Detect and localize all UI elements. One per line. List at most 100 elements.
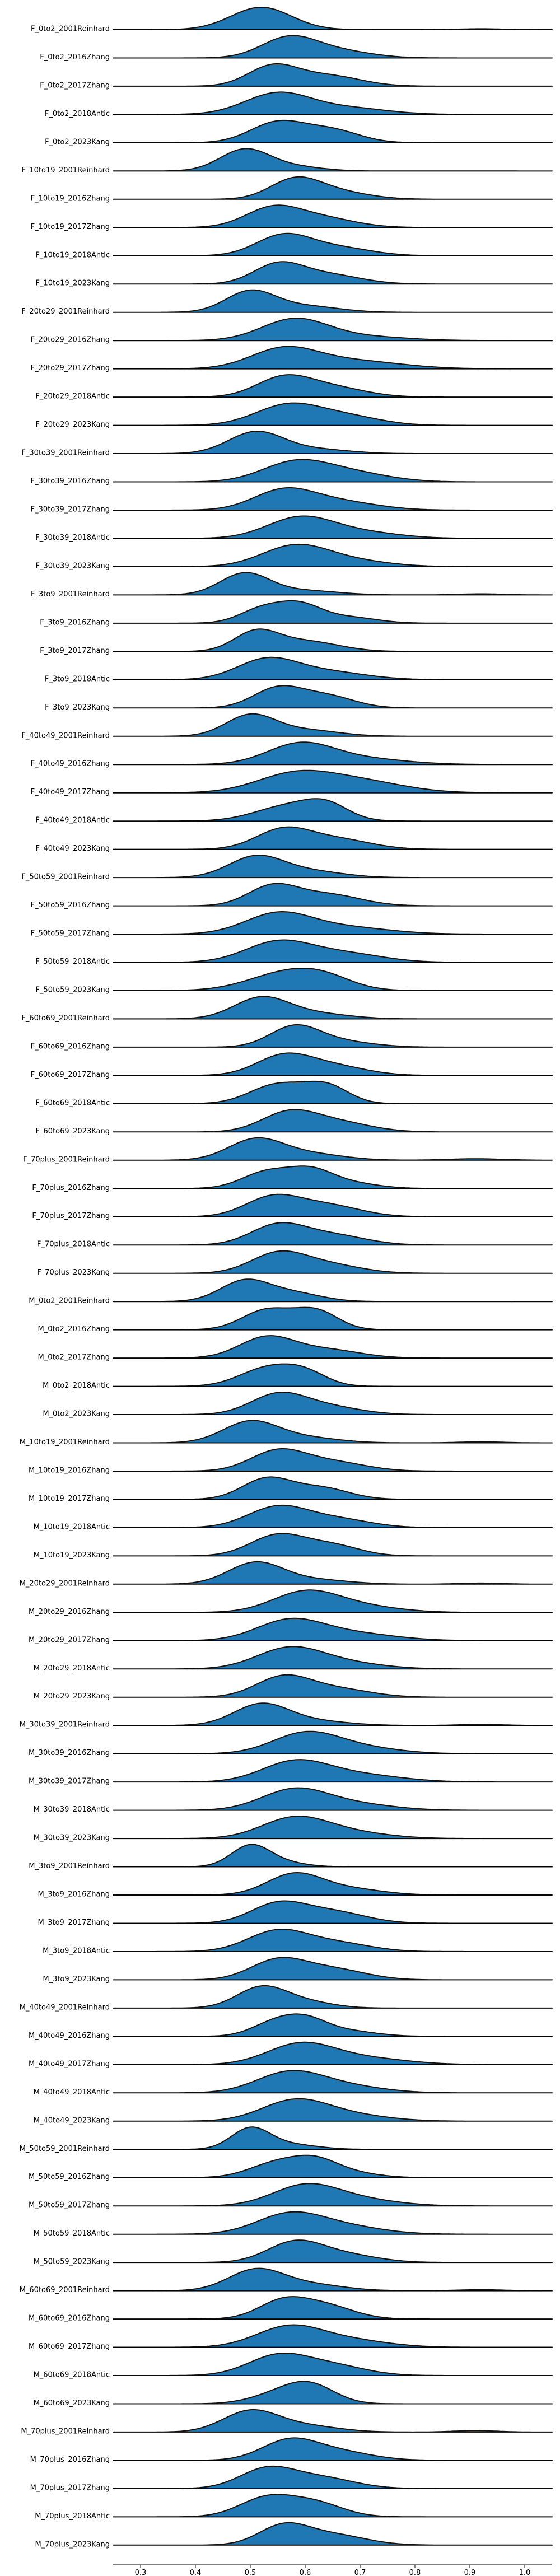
row-label: M_30to39_2016Zhang — [29, 1749, 110, 1757]
ridge-M_70plus_2016Zhang — [113, 2437, 553, 2461]
ridge-F_70plus_2018Antic — [113, 1222, 553, 1246]
ridge-M_50to59_2017Zhang — [113, 2183, 553, 2207]
ridge-F_20to29_2016Zhang — [113, 318, 553, 342]
ridge-M_10to19_2017Zhang — [113, 1476, 553, 1500]
row-label: F_50to59_2001Reinhard — [21, 873, 110, 881]
x-tick-label: 0.9 — [464, 2569, 476, 2576]
row-label: M_40to49_2017Zhang — [29, 2060, 110, 2068]
row-label: M_60to69_2018Antic — [34, 2371, 110, 2379]
ridge-F_3to9_2017Zhang — [113, 628, 553, 652]
ridge-F_0to2_2018Antic — [113, 91, 553, 115]
ridge-M_70plus_2017Zhang — [113, 2465, 553, 2489]
row-label: F_0to2_2017Zhang — [40, 81, 110, 90]
ridge-F_70plus_2023Kang — [113, 1250, 553, 1274]
row-label: M_10to19_2016Zhang — [29, 1466, 110, 1474]
row-label: F_10to19_2023Kang — [36, 279, 110, 288]
ridge-M_20to29_2017Zhang — [113, 1617, 553, 1641]
ridge-M_40to49_2017Zhang — [113, 2041, 553, 2065]
x-tick-label: 1.0 — [519, 2569, 531, 2576]
ridge-M_10to19_2023Kang — [113, 1533, 553, 1557]
row-label: F_60to69_2018Antic — [35, 1099, 110, 1107]
ridge-M_20to29_2023Kang — [113, 1674, 553, 1698]
ridge-M_70plus_2023Kang — [113, 2522, 553, 2546]
ridge-M_3to9_2017Zhang — [113, 1900, 553, 1924]
row-label: M_60to69_2001Reinhard — [20, 2286, 110, 2294]
ridge-F_0to2_2001Reinhard — [113, 7, 553, 30]
x-tick-label: 0.8 — [409, 2569, 421, 2576]
row-label: F_70plus_2023Kang — [37, 1268, 110, 1277]
ridge-F_60to69_2017Zhang — [113, 1052, 553, 1076]
row-label: F_70plus_2017Zhang — [32, 1212, 110, 1220]
row-label: M_20to29_2017Zhang — [29, 1636, 110, 1644]
ridge-F_30to39_2017Zhang — [113, 487, 553, 511]
ridge-F_0to2_2017Zhang — [113, 63, 553, 87]
ridge-F_50to59_2016Zhang — [113, 883, 553, 907]
ridge-M_0to2_2018Antic — [113, 1363, 553, 1387]
ridge-M_60to69_2001Reinhard — [113, 2267, 553, 2292]
row-label: M_40to49_2016Zhang — [29, 2032, 110, 2040]
row-label: M_30to39_2017Zhang — [29, 1777, 110, 1786]
ridge-F_3to9_2001Reinhard — [113, 572, 553, 596]
row-label: F_50to59_2016Zhang — [31, 901, 110, 909]
ridge-F_30to39_2016Zhang — [113, 459, 553, 483]
ridge-F_50to59_2001Reinhard — [113, 855, 553, 879]
ridge-F_3to9_2018Antic — [113, 656, 553, 680]
row-label: M_70plus_2017Zhang — [30, 2484, 110, 2492]
row-label: F_3to9_2016Zhang — [40, 618, 110, 627]
row-label: F_20to29_2018Antic — [35, 393, 110, 401]
row-label: F_50to59_2017Zhang — [31, 930, 110, 938]
row-label: F_60to69_2023Kang — [36, 1127, 110, 1136]
row-label: F_10to19_2001Reinhard — [21, 166, 110, 175]
ridge-F_10to19_2016Zhang — [113, 176, 553, 200]
ridge-F_30to39_2001Reinhard — [113, 431, 553, 454]
ridge-F_3to9_2016Zhang — [113, 600, 553, 624]
ridge-M_70plus_2001Reinhard — [113, 2409, 553, 2433]
row-label: M_50to59_2023Kang — [34, 2258, 110, 2266]
row-label: M_0to2_2001Reinhard — [29, 1297, 110, 1305]
row-label: M_70plus_2018Antic — [35, 2512, 110, 2521]
ridge-M_40to49_2016Zhang — [113, 2013, 553, 2037]
row-label: F_40to49_2018Antic — [35, 816, 110, 825]
ridge-F_50to59_2023Kang — [113, 968, 553, 991]
row-label: M_10to19_2001Reinhard — [20, 1438, 110, 1446]
ridge-M_50to59_2023Kang — [113, 2239, 553, 2264]
row-label: M_0to2_2023Kang — [43, 1410, 110, 1418]
row-label: F_30to39_2017Zhang — [31, 505, 110, 514]
ridge-F_50to59_2018Antic — [113, 939, 553, 963]
row-label: F_30to39_2001Reinhard — [21, 449, 110, 458]
ridge-M_20to29_2018Antic — [113, 1646, 553, 1670]
row-label: F_30to39_2016Zhang — [31, 477, 110, 486]
ridge-F_20to29_2017Zhang — [113, 346, 553, 370]
row-label: F_30to39_2018Antic — [35, 534, 110, 542]
row-label: F_40to49_2016Zhang — [31, 760, 110, 768]
row-label: M_40to49_2018Antic — [34, 2088, 110, 2097]
ridge-F_20to29_2023Kang — [113, 402, 553, 426]
row-label: F_3to9_2017Zhang — [40, 647, 110, 655]
row-label: F_70plus_2016Zhang — [32, 1184, 110, 1192]
row-label: F_3to9_2018Antic — [45, 675, 110, 683]
row-label: F_20to29_2023Kang — [36, 421, 110, 429]
row-label: M_70plus_2016Zhang — [30, 2456, 110, 2464]
row-label: M_20to29_2018Antic — [34, 1664, 110, 1673]
x-tick-label: 0.6 — [300, 2569, 311, 2576]
ridge-M_40to49_2001Reinhard — [113, 1985, 553, 2009]
row-label: F_3to9_2023Kang — [45, 703, 110, 712]
row-label: F_10to19_2018Antic — [35, 251, 110, 259]
x-tick-label: 0.3 — [135, 2569, 147, 2576]
row-label: F_50to59_2023Kang — [36, 986, 110, 994]
row-label: M_50to59_2016Zhang — [29, 2173, 110, 2181]
row-label: M_70plus_2023Kang — [35, 2540, 110, 2549]
ridge-F_70plus_2017Zhang — [113, 1193, 553, 1217]
ridge-F_70plus_2016Zhang — [113, 1165, 553, 1189]
ridge-M_70plus_2018Antic — [113, 2494, 553, 2518]
row-label: M_3to9_2016Zhang — [38, 1891, 110, 1899]
ridge-F_0to2_2023Kang — [113, 119, 553, 143]
row-label: F_50to59_2018Antic — [35, 958, 110, 966]
row-label: M_60to69_2017Zhang — [29, 2342, 110, 2351]
ridge-F_40to49_2001Reinhard — [113, 713, 553, 737]
ridge-F_40to49_2016Zhang — [113, 741, 553, 766]
x-tick-label: 0.4 — [190, 2569, 202, 2576]
row-label: M_20to29_2023Kang — [34, 1692, 110, 1701]
ridge-M_40to49_2023Kang — [113, 2098, 553, 2122]
ridge-F_10to19_2018Antic — [113, 232, 553, 256]
